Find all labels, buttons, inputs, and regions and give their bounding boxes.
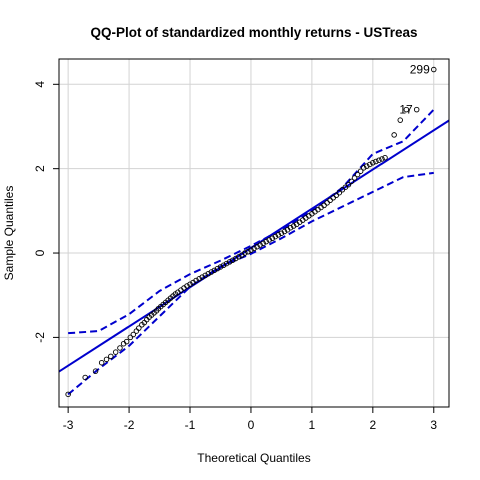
y-tick-label: 2 [33,165,47,172]
data-point [336,189,343,196]
data-point [266,237,272,243]
data-point [211,267,218,274]
data-point [257,242,263,248]
data-point [413,106,420,113]
x-tick-label: 2 [369,418,376,432]
data-point [214,265,221,272]
point-label-1: 17 [399,103,413,117]
data-point [272,233,279,240]
chart-title: QQ-Plot of standardized monthly returns … [90,25,417,40]
x-tick-label: 1 [309,418,316,432]
data-points [65,66,437,398]
data-point [242,250,248,256]
axes: -3 -2 -1 0 1 2 3 -2 0 2 4 [33,81,437,432]
data-point [397,117,404,123]
data-point [65,391,71,398]
x-tick-label: 3 [430,418,437,432]
data-point [82,374,88,381]
envelope-lower-line [67,171,434,396]
data-point [382,154,388,161]
data-point [254,243,260,250]
data-point [208,269,215,275]
data-point [251,245,257,252]
data-point [373,158,379,165]
x-tick-label: -2 [124,418,135,432]
x-tick-label: -1 [185,418,196,432]
data-point [108,353,114,360]
y-axis-label: Sample Quantiles [2,186,16,281]
y-tick-label: 4 [33,81,47,88]
x-tick-label: -3 [63,418,74,432]
data-point [226,259,233,265]
data-point [123,338,130,345]
data-point [229,257,236,263]
plot-frame [58,58,450,408]
data-point [290,223,297,229]
data-point [367,161,373,168]
data-point [391,132,397,138]
data-point [281,228,288,235]
data-point [278,230,285,236]
data-point [363,163,370,169]
data-point [348,178,355,185]
data-point [217,264,224,270]
data-point [354,171,361,178]
data-point [136,325,142,331]
data-point [92,368,99,374]
data-point [376,157,382,163]
confidence-envelope [67,108,435,396]
data-point [223,260,230,267]
data-point [130,331,137,338]
y-tick-label: 0 [33,249,47,256]
point-label-0: 299 [410,63,430,77]
y-tick-label: -2 [33,332,47,343]
data-point [199,274,205,280]
data-point [403,106,410,113]
x-axis-label: Theoretical Quantiles [197,451,310,465]
data-point [196,276,202,282]
data-point [269,235,276,242]
data-point [98,359,105,366]
data-point [360,165,367,171]
x-tick-label: 0 [248,418,255,432]
data-point [103,356,110,363]
data-point [205,270,212,277]
data-point [345,181,352,188]
data-point [248,247,254,253]
data-point [275,232,282,238]
data-point [187,281,193,288]
data-point [351,175,358,181]
data-point [357,168,364,174]
data-point [287,224,294,231]
data-point [260,240,266,247]
data-point [202,272,208,279]
data-point [379,156,385,162]
data-point [370,160,376,166]
data-point [184,283,190,289]
data-point [431,66,437,73]
data-point [236,254,242,260]
data-point [193,277,199,284]
data-point [220,262,227,269]
point-labels: 299 17 [399,63,430,117]
data-point [127,334,134,341]
data-point [232,255,239,262]
data-point [117,345,123,351]
data-point [112,349,119,355]
data-point [263,238,269,245]
data-point [245,249,251,255]
